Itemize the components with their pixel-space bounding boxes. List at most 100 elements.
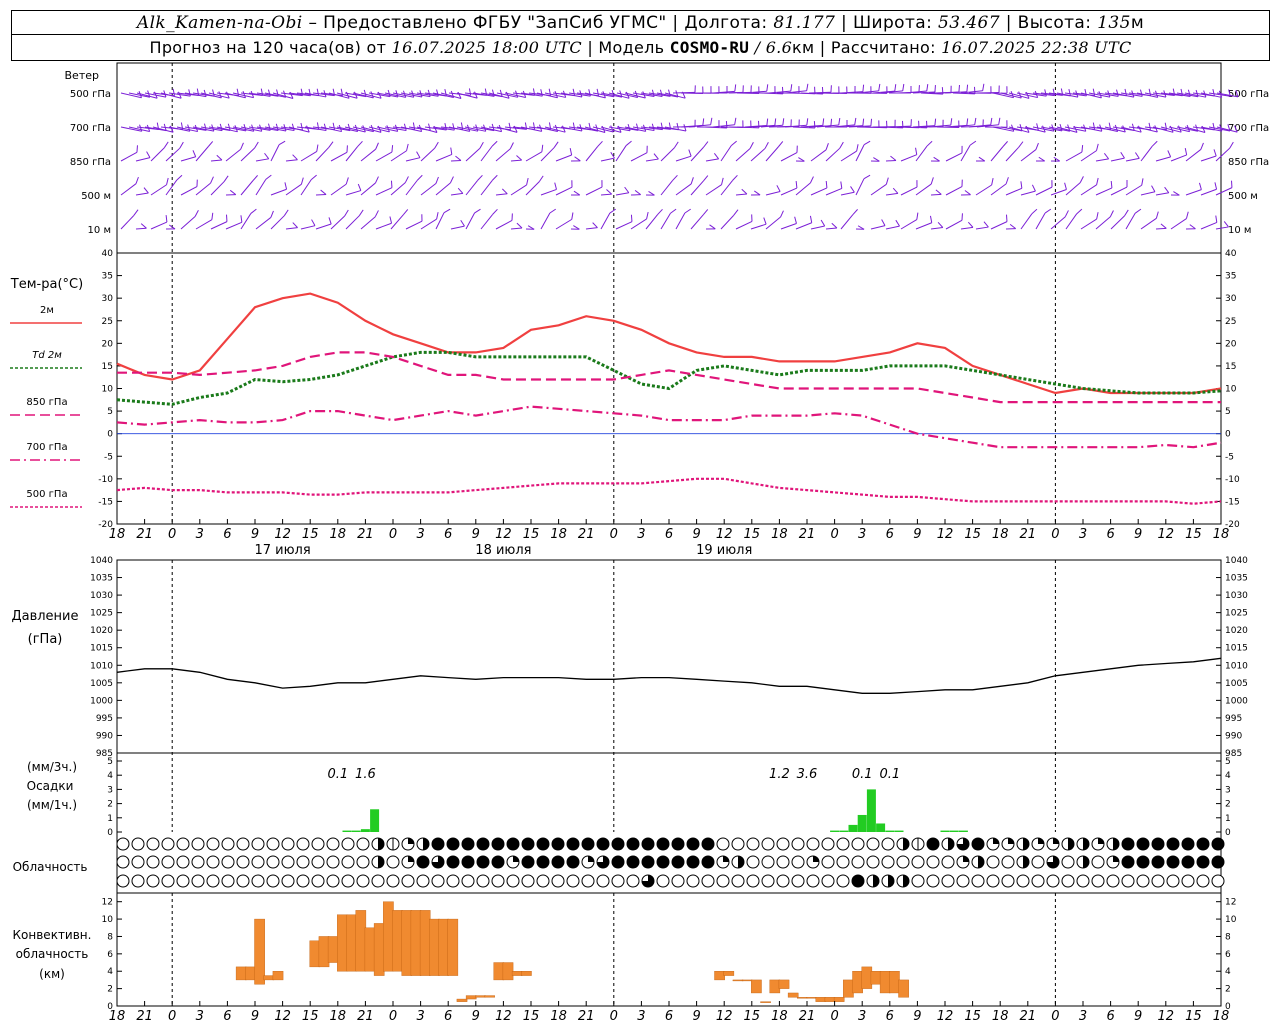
cloud-symbol	[836, 855, 850, 869]
wind-barb-flag	[890, 155, 897, 161]
cloud-symbol	[881, 837, 895, 851]
cloud-symbol	[221, 837, 235, 851]
pres-tick-label: 1040	[90, 556, 113, 566]
wind-barb-flag	[403, 123, 407, 131]
wind-barb	[944, 91, 967, 94]
wind-barb-flag	[527, 225, 535, 230]
conv-cloud-bar	[484, 995, 495, 998]
conv-unit: (км)	[39, 967, 65, 981]
cloud-symbol	[551, 855, 565, 869]
conv-cloud-bar	[806, 997, 817, 999]
pres-tick-label-right: 1015	[1225, 644, 1248, 654]
temp-legend-label: 2м	[40, 305, 54, 316]
wind-barb	[555, 186, 573, 196]
temp-tick-label-right: 20	[1225, 339, 1237, 349]
wind-barb-flag	[1189, 224, 1196, 230]
wind-barb	[200, 126, 223, 132]
wind-barb	[912, 91, 935, 94]
conv-tick-label-right: 12	[1225, 898, 1236, 908]
wind-barb-flag	[394, 124, 399, 132]
wind-barb	[1064, 126, 1086, 132]
wind-barb	[930, 193, 942, 196]
time-tick-label: 15	[302, 527, 319, 542]
wind-barb-flag	[964, 190, 971, 196]
cloud-symbol	[431, 874, 445, 888]
wind-barb-flag	[492, 174, 498, 181]
cloud-symbol	[266, 874, 280, 888]
wind-barb-flag	[375, 142, 379, 150]
cloud-symbol	[911, 855, 925, 869]
wind-barb-flag	[140, 223, 147, 229]
cloud-symbol	[296, 837, 310, 851]
wind-barb-flag	[163, 141, 169, 148]
wind-barb-flag	[386, 125, 390, 133]
prec-tick-label: 5	[107, 757, 113, 767]
wind-barb-flag	[1134, 208, 1142, 214]
wind-barb-flag	[683, 124, 687, 132]
wind-barb-flag	[375, 176, 379, 184]
wind-barb-flag	[508, 122, 512, 130]
wind-barb-flag	[240, 215, 243, 223]
wind-barb	[450, 225, 465, 230]
wind-barb-flag	[624, 186, 630, 194]
wind-barb-flag	[1081, 145, 1084, 153]
wind-barb	[752, 124, 775, 128]
wind-barb	[952, 124, 975, 128]
wind-barb	[1035, 212, 1046, 230]
wind-barb	[840, 150, 857, 162]
wind-barb	[1040, 92, 1063, 96]
time-tick-label: 18	[109, 527, 126, 542]
conv-cloud-bar	[245, 966, 256, 981]
wind-barb	[225, 221, 243, 230]
time-tick-label: 18	[771, 527, 788, 542]
conv-cloud-bar	[447, 918, 459, 976]
wind-barb-flag	[402, 209, 409, 216]
wind-barb	[705, 184, 722, 196]
wind-barb	[315, 193, 327, 196]
prec-tick-label-right: 5	[1225, 757, 1231, 767]
cloud-symbol	[1196, 874, 1210, 888]
wind-barb	[660, 180, 674, 196]
wind-barb	[960, 144, 971, 162]
time-tick-label: 12	[937, 527, 954, 542]
conv-cloud-bar	[797, 997, 808, 999]
wind-barb-flag	[499, 89, 503, 97]
wind-barb	[825, 187, 843, 196]
wind-barb	[928, 124, 951, 128]
wind-barb-flag	[252, 175, 258, 181]
convective-cloud-panel: 12 12 10 10 8 8 6 6 4 4 2 2 0 0 Конвективн. облачность (…	[13, 898, 1237, 1012]
time-tick-label: 6	[1106, 1009, 1114, 1024]
wind-barb-flag	[166, 177, 169, 185]
cloud-symbol-quarter	[513, 856, 519, 862]
cloud-symbol	[806, 837, 820, 851]
cloud-symbol-quarter	[1098, 838, 1104, 844]
wind-barb-flag	[240, 142, 244, 150]
wind-barb	[1035, 186, 1053, 196]
wind-barb-flag	[196, 88, 200, 96]
wind-barb	[592, 92, 615, 98]
wind-barb	[600, 126, 622, 133]
cloud-symbol	[446, 837, 460, 851]
wind-barb-flag	[990, 117, 993, 125]
cloud-symbol	[476, 837, 490, 851]
cloud-symbol	[746, 874, 760, 888]
time-tick-label: 6	[223, 527, 231, 542]
cloud-symbol	[1121, 837, 1135, 851]
wind-barb	[1168, 126, 1190, 133]
wind-barb-flag	[795, 181, 798, 189]
wind-barb	[510, 184, 527, 196]
wind-barb-flag	[749, 142, 754, 149]
cloud-symbol	[821, 874, 835, 888]
temp-series-1	[116, 292, 1222, 395]
wind-barb	[1152, 92, 1175, 97]
precip-bar	[894, 830, 904, 832]
wind-barb	[256, 92, 279, 97]
wind-barb	[456, 92, 478, 99]
wind-barb	[608, 92, 630, 99]
wind-barb	[1005, 187, 1023, 196]
temp-tick-label: -5	[104, 452, 113, 462]
altitude-unit: м	[1130, 13, 1145, 33]
cloud-symbol	[551, 837, 565, 851]
wind-barb	[760, 124, 783, 128]
wind-barb	[510, 159, 522, 162]
